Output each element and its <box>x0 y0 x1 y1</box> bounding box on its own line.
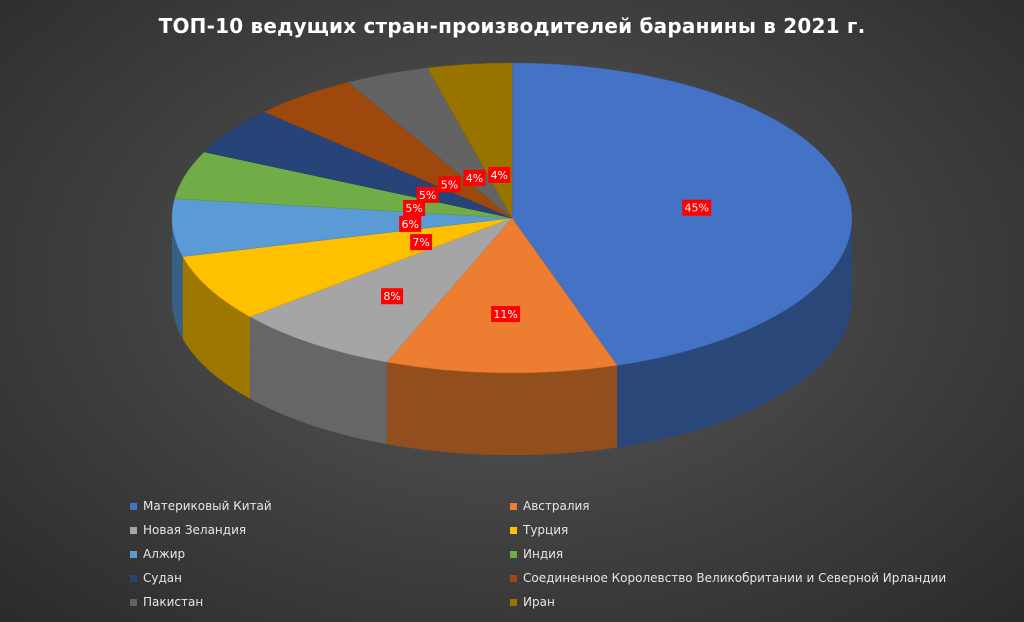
legend-label: Новая Зеландия <box>143 523 247 537</box>
legend-item: Новая Зеландия <box>130 520 510 540</box>
legend-swatch <box>130 550 137 558</box>
data-label-slice-7: 5% <box>416 186 439 203</box>
legend-item: Судан <box>130 568 510 588</box>
data-label-slice-4: 7% <box>410 234 433 251</box>
data-label-slice-1: 45% <box>682 199 712 216</box>
data-label-slice-10: 4% <box>488 166 511 183</box>
legend-label: Соединенное Королевство Великобритании и… <box>523 571 947 585</box>
data-label-box <box>682 199 712 216</box>
pie-tops <box>171 62 853 374</box>
data-label-box <box>381 288 404 305</box>
data-label-box <box>416 186 439 203</box>
legend-swatch <box>510 574 517 582</box>
pie-sides <box>172 218 852 455</box>
pie-slice-slice-1 <box>511 62 853 366</box>
legend-label: Материковый Китай <box>143 499 272 513</box>
legend-label: Турция <box>523 523 569 537</box>
data-label-text: 11% <box>493 308 517 321</box>
data-label-text: 45% <box>684 202 708 215</box>
legend-swatch <box>510 526 517 534</box>
legend-swatch <box>130 502 137 510</box>
data-label-slice-8: 5% <box>438 176 461 193</box>
data-label-text: 4% <box>490 169 507 182</box>
data-label-slice-2: 11% <box>491 306 521 322</box>
legend-item: Иран <box>510 592 960 612</box>
pie-side-slice-3 <box>250 316 387 445</box>
legend-label: Пакистан <box>143 595 204 609</box>
data-label-text: 5% <box>419 189 436 202</box>
data-label-box <box>438 176 461 193</box>
data-label-slice-5: 6% <box>399 215 422 232</box>
data-label-text: 7% <box>412 236 429 249</box>
data-label-text: 4% <box>466 172 483 185</box>
legend-swatch <box>510 550 517 558</box>
legend: Материковый Китай Австралия Новая Зеландия… <box>130 496 960 612</box>
legend-item: Алжир <box>130 544 510 564</box>
legend-item: Соединенное Королевство Великобритании и… <box>510 568 960 588</box>
data-label-text: 5% <box>441 178 458 191</box>
legend-swatch <box>130 574 137 582</box>
data-label-box <box>399 215 422 232</box>
data-label-box <box>488 166 511 183</box>
legend-item: Индия <box>510 544 960 564</box>
legend-swatch <box>130 526 137 534</box>
data-label-text: 6% <box>401 218 418 231</box>
data-label-text: 5% <box>405 202 422 215</box>
legend-label: Иран <box>523 595 555 609</box>
legend-swatch <box>510 598 517 606</box>
data-label-slice-9: 4% <box>463 169 486 186</box>
legend-label: Алжир <box>143 547 186 561</box>
legend-item: Пакистан <box>130 592 510 612</box>
pie-slice-slice-3 <box>249 217 513 363</box>
pie-data-labels: 45%11%8%7%6%5%5%5% 4% 4% <box>381 166 712 322</box>
legend-label: Судан <box>143 571 182 585</box>
data-label-box <box>463 169 486 186</box>
pie-side-slice-2 <box>386 362 618 455</box>
legend-label: Индия <box>523 547 564 561</box>
pie-side-slice-4 <box>182 256 251 399</box>
data-label-text: 8% <box>383 290 400 303</box>
pie-slice-slice-5 <box>171 198 513 257</box>
data-label-box <box>410 234 433 251</box>
data-label-slice-6: 5% <box>403 200 426 216</box>
legend-swatch <box>510 502 517 510</box>
data-label-box <box>403 200 426 216</box>
legend-swatch <box>130 598 137 606</box>
data-label-slice-3: 8% <box>381 288 404 305</box>
pie-side-slice-1 <box>617 218 852 448</box>
pie-slice-slice-2 <box>386 217 618 374</box>
legend-item: Материковый Китай <box>130 496 510 516</box>
legend-item: Турция <box>510 520 960 540</box>
legend-label: Австралия <box>523 499 590 513</box>
chart-title: ТОП-10 ведущих стран-производителей бара… <box>158 14 866 38</box>
pie-chart: 45%11%8%7%6%5%5%5% 4% 4% <box>171 62 853 455</box>
legend-item: Австралия <box>510 496 960 516</box>
data-label-box <box>491 306 521 322</box>
pie-side-slice-5 <box>172 218 183 339</box>
